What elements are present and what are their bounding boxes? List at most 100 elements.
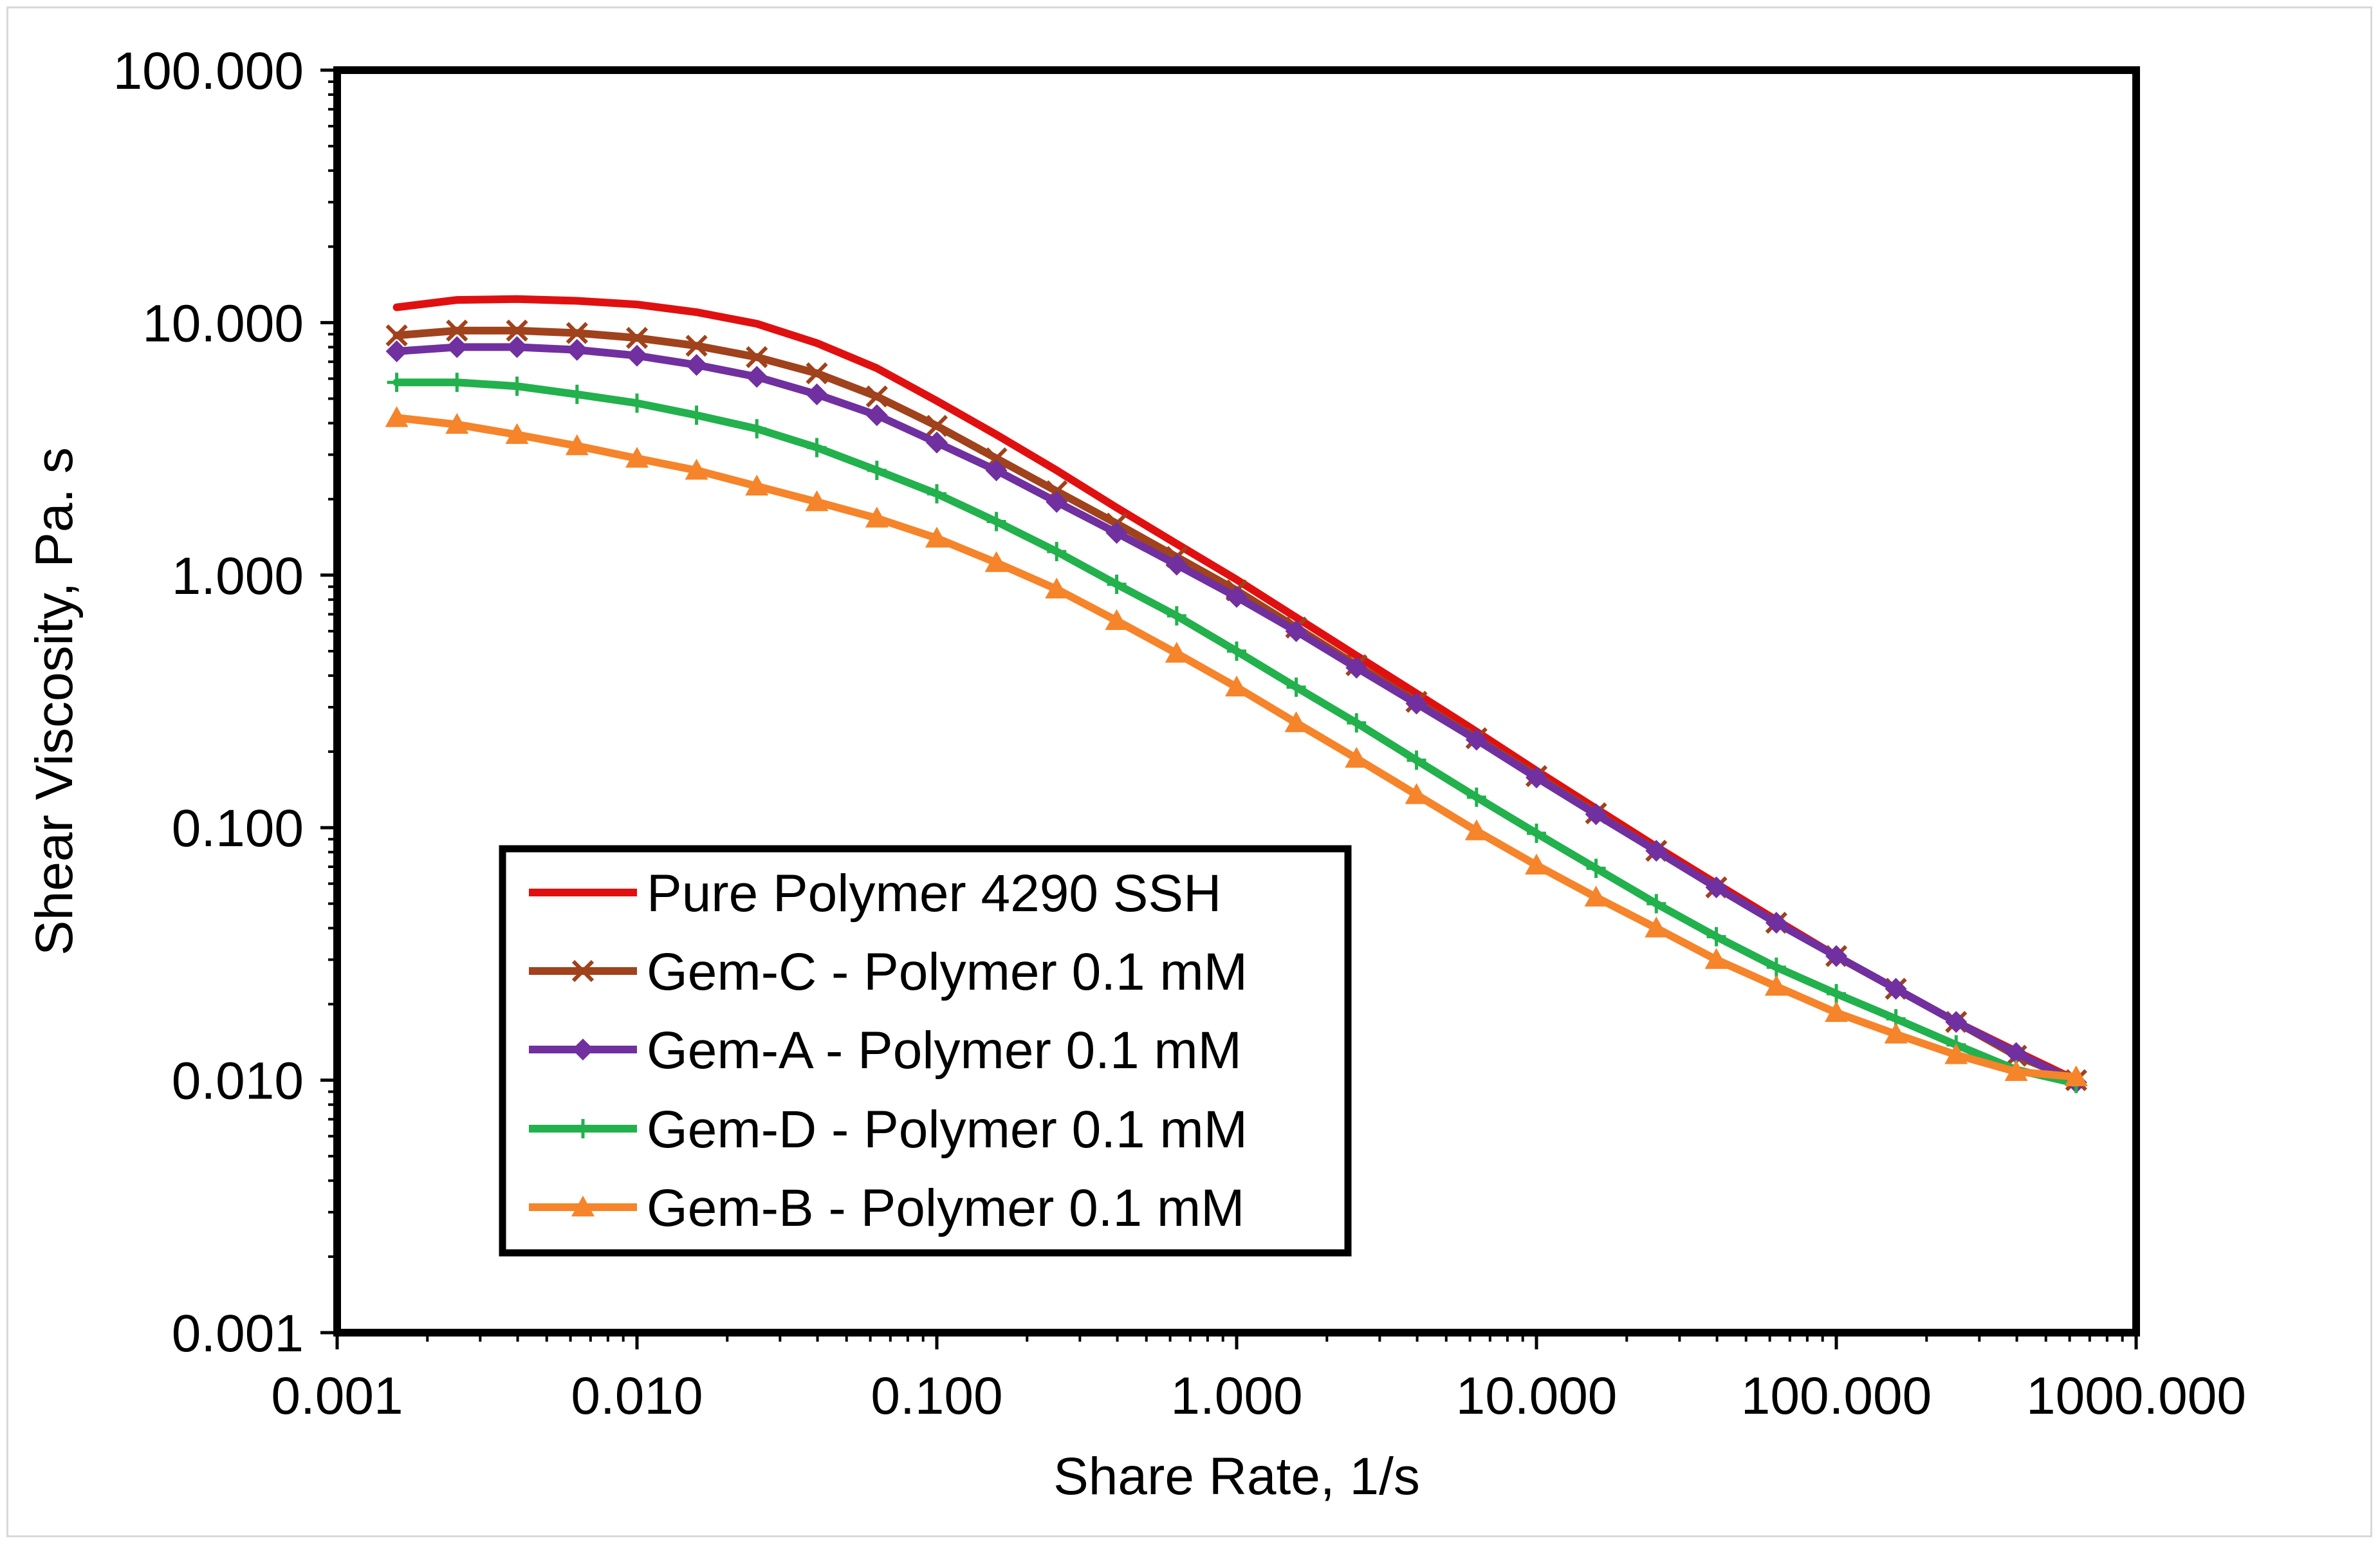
data-point	[1285, 620, 1307, 642]
data-point	[1526, 766, 1547, 789]
data-point	[566, 322, 588, 344]
chart-frame	[6, 6, 2372, 1537]
y-tick-label: 0.001	[172, 1304, 304, 1363]
y-tick-label: 10.000	[142, 294, 304, 353]
axis-tick-labels: 0.001 0.010 0.100 1.000 10.000 100.000 1000.00…	[113, 42, 2246, 1425]
data-point	[625, 327, 649, 349]
data-point	[446, 319, 468, 342]
data-point	[805, 490, 829, 512]
data-point	[2005, 1042, 2027, 1064]
data-point	[1165, 642, 1188, 663]
data-point	[1885, 977, 1907, 1000]
data-point	[506, 336, 528, 358]
legend-item: Gem-D - Polymer 0.1 mM	[529, 1100, 1248, 1159]
data-point	[685, 354, 708, 376]
legend-box	[499, 845, 1352, 1257]
data-point	[685, 335, 708, 357]
x-tick-label: 0.100	[871, 1367, 1002, 1425]
data-point	[1525, 853, 1548, 874]
data-point	[985, 459, 1008, 481]
data-point	[2064, 1065, 2088, 1086]
data-point	[1284, 711, 1308, 732]
data-point	[1046, 490, 1068, 513]
legend-marker	[571, 959, 595, 983]
x-tick-label: 0.001	[271, 1367, 403, 1425]
data-point	[865, 385, 888, 408]
y-tick-label: 0.010	[172, 1052, 304, 1111]
legend-item: Gem-A - Polymer 0.1 mM	[529, 1021, 1242, 1080]
data-point	[1464, 819, 1488, 840]
series-3	[385, 336, 2087, 1094]
data-point	[505, 423, 529, 444]
data-point	[445, 412, 469, 434]
data-point	[806, 383, 828, 405]
data-point	[625, 447, 649, 468]
data-point	[1944, 1043, 1968, 1064]
data-point	[1226, 586, 1248, 608]
data-point	[865, 404, 888, 427]
legend-label: Pure Polymer 4290 SSH	[647, 864, 1221, 923]
series-layer	[385, 295, 2088, 1094]
data-point	[1405, 692, 1428, 715]
data-point	[626, 344, 648, 367]
data-point	[984, 551, 1008, 572]
legend-label: Gem-D - Polymer 0.1 mM	[647, 1100, 1248, 1159]
data-point	[1105, 522, 1128, 544]
x-tick-label: 0.010	[571, 1367, 703, 1425]
data-point	[1105, 609, 1129, 631]
data-point	[1825, 945, 1847, 967]
data-point	[2004, 1060, 2028, 1081]
data-point	[1884, 1022, 1908, 1044]
data-point	[925, 526, 948, 548]
legend-item: Gem-B - Polymer 0.1 mM	[529, 1179, 1244, 1237]
data-point	[385, 324, 408, 347]
data-point	[446, 336, 468, 358]
data-point	[1165, 553, 1188, 576]
data-point	[1764, 974, 1788, 996]
data-point	[385, 340, 408, 362]
data-point	[746, 346, 768, 369]
y-tick-label: 0.100	[172, 799, 304, 858]
axis-ticks	[320, 68, 2138, 1349]
data-point	[1765, 912, 1787, 934]
data-point	[1225, 675, 1248, 697]
x-tick-label: 100.000	[1741, 1367, 1932, 1425]
data-point	[1405, 783, 1428, 804]
series-5	[385, 406, 2088, 1086]
data-point	[745, 474, 769, 496]
data-point	[1345, 746, 1369, 768]
legend: Pure Polymer 4290 SSH Gem-C - Polymer 0.1…	[499, 845, 1352, 1257]
y-tick-label: 1.000	[172, 547, 304, 606]
data-point	[1584, 885, 1608, 907]
legend-marker	[571, 1196, 595, 1217]
data-point	[746, 365, 768, 388]
data-point	[1645, 840, 1668, 862]
legend-marker	[572, 1039, 594, 1060]
data-point	[806, 362, 828, 385]
x-tick-label: 1.000	[1170, 1367, 1302, 1425]
data-point	[385, 406, 409, 427]
data-point	[926, 431, 948, 454]
data-point	[565, 434, 589, 456]
data-point	[1825, 1001, 1848, 1022]
legend-label: Gem-B - Polymer 0.1 mM	[647, 1179, 1244, 1237]
data-point	[925, 414, 948, 437]
x-tick-label: 10.000	[1456, 1367, 1618, 1425]
x-axis-title: Share Rate, 1/s	[1053, 1447, 1420, 1506]
legend-label: Gem-A - Polymer 0.1 mM	[647, 1021, 1242, 1080]
data-point	[1945, 1011, 1968, 1033]
legend-item: Pure Polymer 4290 SSH	[529, 864, 1221, 923]
data-point	[1465, 728, 1488, 751]
legend-item: Gem-C - Polymer 0.1 mM	[529, 943, 1248, 1001]
data-point	[566, 338, 588, 361]
y-axis-title: Shear Viscosity, Pa. s	[25, 447, 84, 956]
data-point	[506, 319, 528, 342]
data-point	[685, 458, 708, 480]
data-point	[1045, 577, 1069, 598]
data-point	[1704, 948, 1728, 969]
data-point	[1645, 916, 1668, 938]
data-point	[1585, 803, 1607, 826]
legend-label: Gem-C - Polymer 0.1 mM	[647, 943, 1248, 1001]
data-point	[1705, 876, 1728, 899]
y-tick-label: 100.000	[113, 42, 304, 100]
